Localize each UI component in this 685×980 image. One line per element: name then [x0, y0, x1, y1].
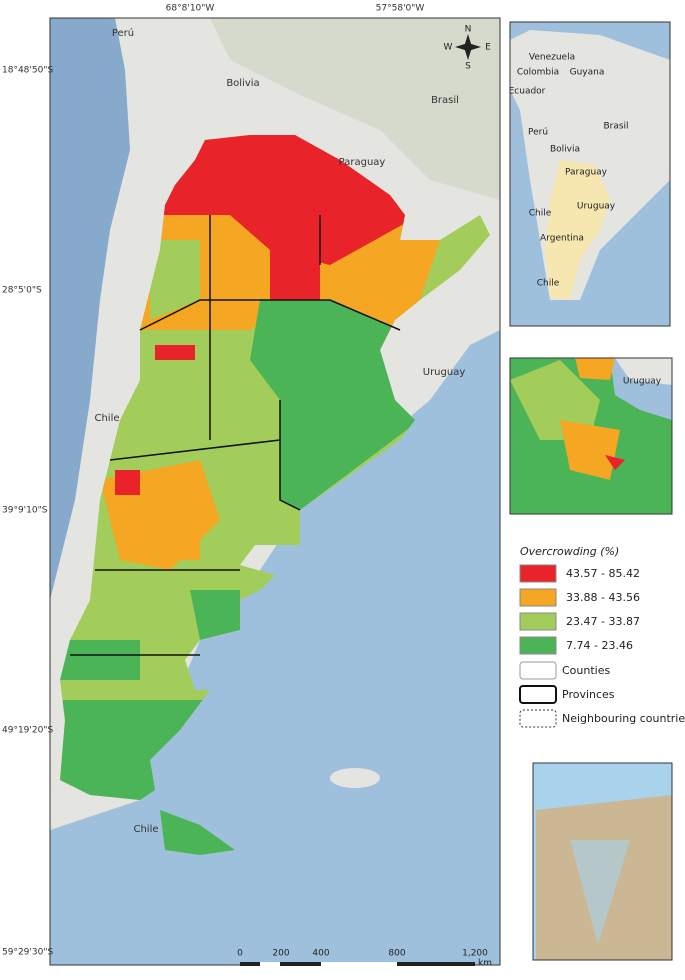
- inset-label: Argentina: [540, 234, 584, 244]
- scale-tick-label: 800: [388, 949, 405, 959]
- place-label: Chile: [133, 824, 158, 835]
- latitude-label: 28°5'0"S: [2, 286, 42, 296]
- legend-swatch: [519, 588, 557, 607]
- inset-label: Chile: [529, 209, 552, 219]
- scale-tick-label: 400: [312, 949, 329, 959]
- compass-label: E: [485, 43, 491, 53]
- inset-label: Guyana: [570, 68, 605, 78]
- zoom-frame: [509, 357, 673, 515]
- longitude-label: 57°58'0"W: [376, 4, 425, 14]
- latitude-label: 59°29'30"S: [2, 948, 53, 958]
- latitude-label: 49°19'20"S: [2, 726, 53, 736]
- place-label: Uruguay: [423, 367, 466, 378]
- main-map: [50, 18, 500, 965]
- inset-label: Chile: [537, 279, 560, 289]
- compass-label: W: [444, 43, 453, 53]
- place-label: Perú: [112, 27, 134, 39]
- inset-label: Venezuela: [529, 53, 575, 63]
- inset-label: Uruguay: [623, 377, 662, 387]
- compass-label: S: [465, 62, 471, 72]
- inset-label: Perú: [528, 128, 548, 138]
- place-label: Bolivia: [226, 78, 259, 89]
- scale-bar: [240, 962, 475, 966]
- legend-label: 7.74 - 23.46: [566, 639, 633, 652]
- latitude-label: 39°9'10"S: [2, 506, 48, 516]
- province-lines: [70, 215, 401, 656]
- legend-swatch: [519, 685, 557, 704]
- compass-label: N: [465, 25, 472, 35]
- legend-label: 33.88 - 43.56: [566, 591, 640, 604]
- inset-label: Uruguay: [577, 202, 616, 212]
- locator-inset: [510, 22, 670, 326]
- legend-swatch: [519, 612, 557, 631]
- scale-tick-label: 200: [272, 949, 289, 959]
- zoom-inset: [510, 358, 672, 514]
- place-label: Paraguay: [339, 157, 386, 168]
- islands: [330, 768, 380, 788]
- projection-inset: [532, 762, 673, 961]
- inset-label: Bolivia: [550, 145, 580, 155]
- compass: [455, 34, 481, 60]
- legend-label: 23.47 - 33.87: [566, 615, 640, 628]
- legend-label: Neighbouring countries: [562, 712, 685, 725]
- legend-label: Counties: [562, 664, 610, 677]
- legend-swatch: [519, 564, 557, 583]
- scale-tick-label: 0: [237, 949, 243, 959]
- scale-unit: km: [478, 959, 492, 969]
- inset-label: Paraguay: [565, 168, 608, 178]
- legend-title: Overcrowding (%): [520, 545, 619, 558]
- locator-frame: [509, 21, 671, 327]
- legend: 43.57 - 85.42 33.88 - 43.56 23.47 - 33.87 7…: [519, 564, 685, 728]
- inset-label: Colombia: [517, 68, 559, 78]
- legend-swatch: [519, 709, 557, 728]
- legend-label: Provinces: [562, 688, 615, 701]
- legend-swatch: [519, 636, 557, 655]
- relief: [210, 18, 500, 200]
- place-label: Brasil: [431, 95, 459, 106]
- legend-label: 43.57 - 85.42: [566, 567, 640, 580]
- legend-swatch: [519, 661, 557, 680]
- inset-label: Ecuador: [509, 87, 546, 97]
- longitude-label: 68°8'10"W: [166, 4, 215, 14]
- pacific: [50, 18, 130, 600]
- inset-label: Brasil: [603, 122, 628, 132]
- place-label: Chile: [94, 413, 119, 424]
- latitude-label: 18°48'50"S: [2, 66, 53, 76]
- scale-tick-label: 1,200: [462, 949, 488, 959]
